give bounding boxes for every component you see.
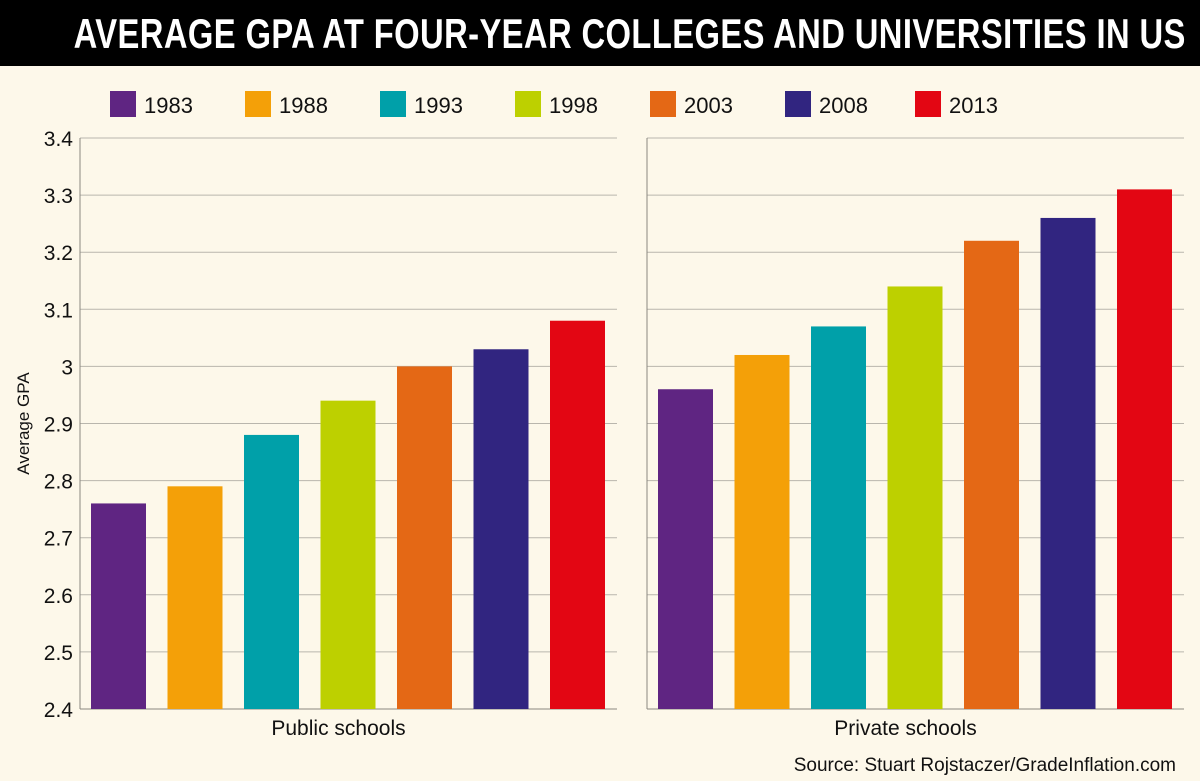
bar-private-schools-2008 xyxy=(1040,217,1096,709)
bar-public-schools-1998 xyxy=(320,400,376,709)
bar-private-schools-2003 xyxy=(964,240,1019,709)
y-tick-label: 2.7 xyxy=(44,528,73,551)
legend-swatch-1983 xyxy=(110,91,136,117)
bar-public-schools-1983 xyxy=(91,503,146,709)
legend-label-1993: 1993 xyxy=(414,93,463,118)
bar-private-schools-1983 xyxy=(658,389,713,709)
legend-swatch-1988 xyxy=(245,91,271,117)
legend-label-1983: 1983 xyxy=(144,93,193,118)
y-axis-title: Average GPA xyxy=(14,372,33,475)
bar-private-schools-1993 xyxy=(811,326,866,709)
y-tick-label: 2.4 xyxy=(44,699,74,722)
bar-public-schools-1988 xyxy=(167,486,223,709)
chart-title: AVERAGE GPA AT FOUR-YEAR COLLEGES AND UN… xyxy=(73,10,1186,57)
bar-private-schools-2013 xyxy=(1117,189,1172,709)
bar-public-schools-2008 xyxy=(473,349,529,709)
y-tick-label: 2.9 xyxy=(44,414,73,437)
legend-label-1988: 1988 xyxy=(279,93,328,118)
title-bar: AVERAGE GPA AT FOUR-YEAR COLLEGES AND UN… xyxy=(0,0,1200,66)
bar-public-schools-1993 xyxy=(244,434,299,709)
y-tick-label: 2.8 xyxy=(44,471,73,494)
bar-public-schools-2003 xyxy=(397,366,452,709)
legend-swatch-2003 xyxy=(650,91,676,117)
legend-label-1998: 1998 xyxy=(549,93,598,118)
y-tick-label: 3.3 xyxy=(44,185,73,208)
legend-swatch-1993 xyxy=(380,91,406,117)
y-tick-label: 3.1 xyxy=(44,299,73,322)
y-tick-label: 3.2 xyxy=(44,242,73,265)
category-label-private: Private schools xyxy=(834,717,976,740)
category-label-public: Public schools xyxy=(271,717,405,740)
legend-swatch-1998 xyxy=(515,91,541,117)
legend-label-2008: 2008 xyxy=(819,93,868,118)
legend-swatch-2013 xyxy=(915,91,941,117)
y-tick-label: 2.6 xyxy=(44,585,73,608)
y-tick-label: 3.4 xyxy=(44,128,74,151)
source-note: Source: Stuart Rojstaczer/GradeInflation… xyxy=(794,755,1176,776)
bar-public-schools-2013 xyxy=(550,320,605,709)
legend-swatch-2008 xyxy=(785,91,811,117)
legend-label-2003: 2003 xyxy=(684,93,733,118)
y-tick-label: 2.5 xyxy=(44,642,73,665)
bar-private-schools-1998 xyxy=(887,286,943,709)
y-tick-label: 3 xyxy=(61,356,73,379)
legend-label-2013: 2013 xyxy=(949,93,998,118)
bar-private-schools-1988 xyxy=(734,354,790,709)
